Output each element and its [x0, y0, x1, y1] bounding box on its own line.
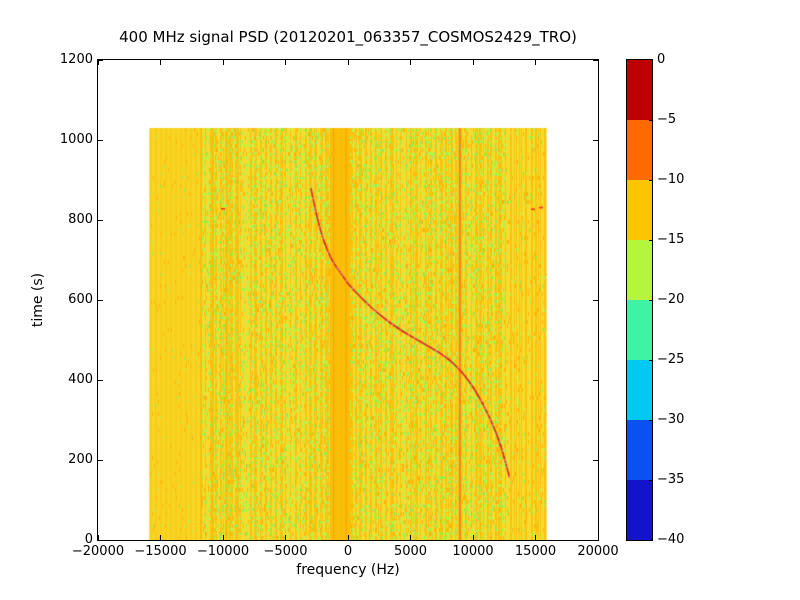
spectrogram-canvas: [98, 60, 598, 540]
x-tick-mark: [472, 60, 474, 65]
x-tick-label: 10000: [452, 544, 494, 559]
y-tick-mark: [98, 539, 103, 541]
y-tick-mark: [593, 459, 598, 461]
colorbar-tick-label: −35: [657, 472, 685, 487]
x-tick-label: −15000: [134, 544, 187, 559]
y-tick-mark: [593, 539, 598, 541]
colorbar-segment: [627, 300, 652, 360]
x-tick-mark: [97, 535, 99, 540]
plot-area: [97, 59, 599, 541]
colorbar-tick-mark: [649, 479, 652, 481]
x-tick-mark: [347, 535, 349, 540]
colorbar-tick-mark: [649, 359, 652, 361]
x-tick-mark: [597, 60, 599, 65]
y-tick-mark: [593, 139, 598, 141]
x-tick-mark: [535, 60, 536, 65]
colorbar-tick-label: −30: [657, 412, 685, 427]
x-tick-mark: [222, 60, 224, 65]
y-tick-mark: [98, 219, 103, 221]
x-tick-mark: [347, 60, 349, 65]
colorbar-segment: [627, 240, 652, 300]
x-tick-mark: [535, 535, 536, 540]
y-tick-label: 400: [68, 372, 93, 387]
x-tick-label: 15000: [514, 544, 557, 559]
x-tick-mark: [410, 535, 411, 540]
colorbar-tick-mark: [649, 179, 652, 181]
colorbar-tick-mark: [649, 419, 652, 421]
colorbar-tick-mark: [649, 119, 652, 121]
colorbar: [626, 59, 653, 541]
colorbar-tick-label: −15: [657, 232, 685, 247]
y-tick-label: 1200: [59, 52, 93, 67]
x-tick-mark: [160, 535, 161, 540]
x-axis-label: frequency (Hz): [296, 562, 400, 578]
x-tick-mark: [160, 60, 161, 65]
colorbar-tick-mark: [649, 299, 652, 301]
x-tick-mark: [597, 535, 599, 540]
y-tick-label: 200: [68, 452, 93, 467]
colorbar-tick-label: −40: [657, 532, 685, 547]
y-tick-mark: [98, 139, 103, 141]
y-tick-mark: [98, 459, 103, 461]
colorbar-segment: [627, 180, 652, 240]
colorbar-tick-label: −10: [657, 172, 685, 187]
y-tick-mark: [593, 59, 598, 61]
x-tick-label: 20000: [577, 544, 619, 559]
x-tick-label: −5000: [263, 544, 308, 559]
y-tick-mark: [593, 299, 598, 301]
x-tick-mark: [285, 535, 286, 540]
y-tick-label: 0: [84, 532, 93, 547]
x-tick-label: −10000: [196, 544, 250, 559]
colorbar-tick-label: 0: [657, 52, 666, 67]
y-tick-mark: [98, 299, 103, 301]
x-tick-label: −20000: [71, 544, 125, 559]
chart-title: 400 MHz signal PSD (20120201_063357_COSM…: [119, 28, 577, 46]
colorbar-segment: [627, 120, 652, 180]
y-tick-mark: [98, 379, 103, 381]
colorbar-tick-label: −5: [657, 112, 677, 127]
colorbar-segment: [627, 480, 652, 540]
y-tick-label: 1000: [59, 132, 93, 147]
colorbar-segment: [627, 360, 652, 420]
x-tick-mark: [97, 60, 99, 65]
colorbar-segment: [627, 60, 652, 120]
colorbar-segment: [627, 420, 652, 480]
colorbar-tick-label: −25: [657, 352, 685, 367]
y-tick-mark: [98, 59, 103, 61]
x-tick-label: 5000: [393, 544, 428, 559]
x-tick-mark: [222, 535, 224, 540]
x-tick-mark: [410, 60, 411, 65]
y-tick-label: 800: [68, 212, 93, 227]
colorbar-tick-label: −20: [657, 292, 685, 307]
x-tick-label: 0: [343, 544, 353, 559]
x-tick-mark: [472, 535, 474, 540]
y-tick-label: 600: [68, 292, 93, 307]
x-tick-mark: [285, 60, 286, 65]
y-tick-mark: [593, 379, 598, 381]
colorbar-tick-mark: [649, 239, 652, 241]
y-tick-mark: [593, 219, 598, 221]
